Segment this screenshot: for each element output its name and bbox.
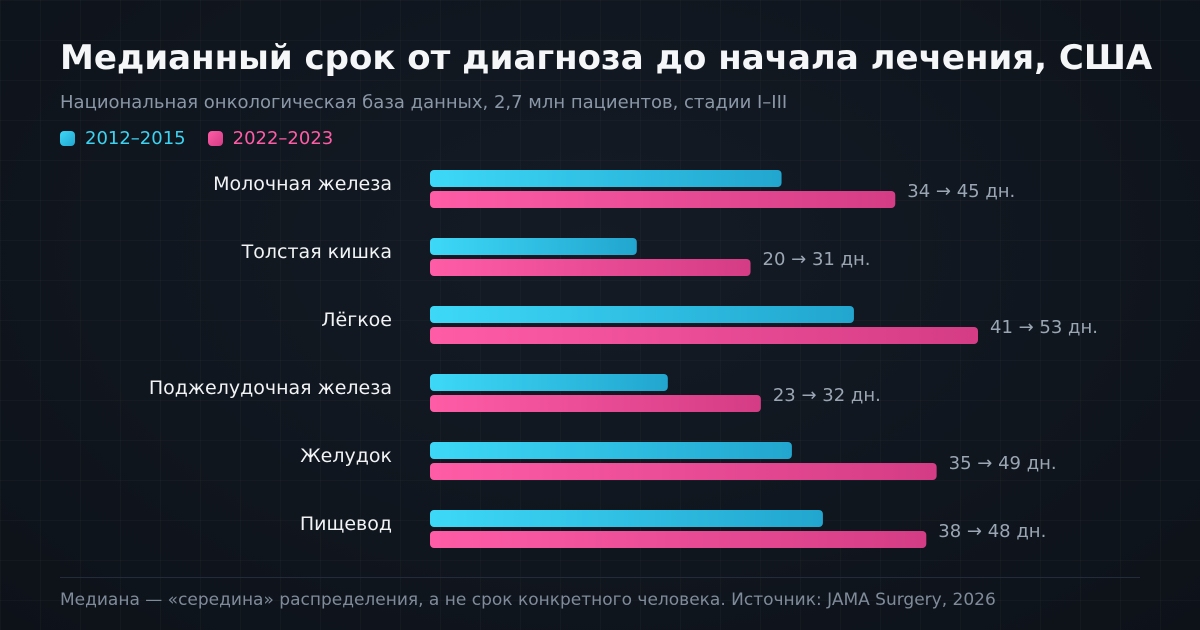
chart-subtitle: Национальная онкологическая база данных,… [60,92,788,113]
value-label: 20 → 31 дн. [763,249,871,270]
bar-2022-2023 [430,395,761,412]
bar-group: Поджелудочная железа 23 → 32 дн. [149,374,881,412]
bar-2012-2015 [430,306,854,323]
category-label: Молочная железа [213,173,392,195]
bar-group: Желудок 35 → 49 дн. [300,442,1057,480]
bar-2012-2015 [430,374,668,391]
footer-divider [60,577,1140,578]
bar-2022-2023 [430,531,927,548]
bar-groups: Молочная железа 34 → 45 дн. Толстая кишка 2… [149,170,1098,548]
bar-2022-2023 [430,191,896,208]
legend-swatch-2022-2023 [207,131,223,146]
bar-2012-2015 [430,170,782,187]
bar-2012-2015 [430,238,637,255]
bar-2012-2015 [430,510,823,527]
bar-2022-2023 [430,463,937,480]
legend-item-2012-2015: 2012–2015 [60,128,186,149]
bar-group: Молочная железа 34 → 45 дн. [213,170,1015,208]
legend-label-2022-2023: 2022–2023 [232,128,334,149]
category-label: Поджелудочная железа [149,377,392,399]
bar-group: Пищевод 38 → 48 дн. [300,510,1046,548]
chart-title: Медианный срок от диагноза до начала леч… [60,38,1153,78]
legend-item-2022-2023: 2022–2023 [207,128,334,149]
bar-2022-2023 [430,259,751,276]
category-label: Желудок [300,445,392,467]
legend: 2012–2015 2022–2023 [60,128,333,149]
legend-label-2012-2015: 2012–2015 [85,128,186,149]
value-label: 35 → 49 дн. [949,453,1057,474]
category-label: Лёгкое [321,309,392,331]
value-label: 38 → 48 дн. [938,521,1046,542]
value-label: 34 → 45 дн. [907,181,1015,202]
footnote: Медиана — «середина» распределения, а не… [60,590,996,610]
category-label: Толстая кишка [241,241,392,263]
value-label: 41 → 53 дн. [990,317,1098,338]
category-label: Пищевод [300,513,392,535]
legend-swatch-2012-2015 [60,131,75,146]
bar-group: Толстая кишка 20 → 31 дн. [241,238,871,276]
bar-2012-2015 [430,442,792,459]
value-label: 23 → 32 дн. [773,385,881,406]
bar-group: Лёгкое 41 → 53 дн. [321,306,1098,344]
bar-2022-2023 [430,327,978,344]
